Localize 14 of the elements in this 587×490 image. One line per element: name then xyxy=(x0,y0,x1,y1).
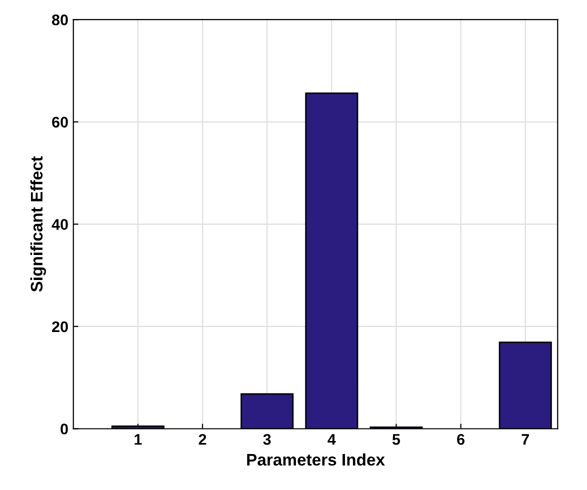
x-axis-title: Parameters Index xyxy=(247,453,385,466)
y-tick-label: 20 xyxy=(52,321,68,332)
y-tick-label: 80 xyxy=(52,14,68,26)
x-tick-label: 3 xyxy=(263,434,271,445)
x-tick-label: 4 xyxy=(328,434,336,445)
x-tick-label: 6 xyxy=(457,434,464,445)
y-tick-label: 0 xyxy=(60,424,68,434)
y-tick-label: 40 xyxy=(52,219,68,230)
y-axis-title: Significant Effect xyxy=(30,156,46,292)
x-tick-label: 2 xyxy=(198,434,206,445)
x-tick-label: 5 xyxy=(392,434,400,445)
x-tick-label: 7 xyxy=(522,434,529,445)
y-tick-label: 60 xyxy=(52,116,68,128)
x-tick-label: 1 xyxy=(134,434,142,445)
